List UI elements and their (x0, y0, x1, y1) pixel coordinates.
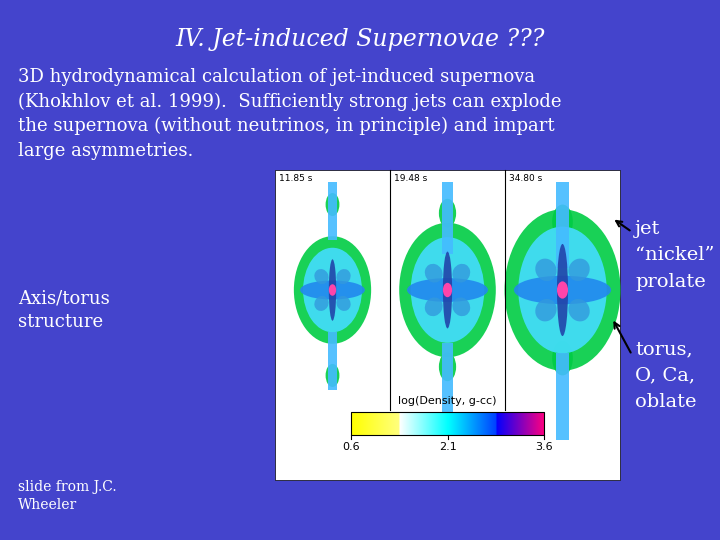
Text: 3D hydrodynamical calculation of jet-induced supernova
(Khokhlov et al. 1999).  : 3D hydrodynamical calculation of jet-ind… (18, 68, 562, 160)
Ellipse shape (329, 259, 336, 321)
Ellipse shape (439, 353, 456, 381)
Ellipse shape (552, 205, 573, 239)
Ellipse shape (568, 299, 590, 321)
Ellipse shape (399, 223, 496, 357)
Bar (351, 412, 544, 435)
Text: log(Density, g-cc): log(Density, g-cc) (398, 396, 497, 406)
Text: 11.85 s: 11.85 s (279, 174, 312, 183)
Ellipse shape (443, 283, 452, 297)
Bar (328, 332, 337, 390)
Ellipse shape (568, 259, 590, 281)
Text: IV. Jet-induced Supernovae ???: IV. Jet-induced Supernovae ??? (175, 28, 545, 51)
Ellipse shape (535, 259, 557, 281)
Ellipse shape (505, 210, 621, 370)
Bar (275, 170, 620, 480)
Ellipse shape (557, 281, 568, 299)
Ellipse shape (452, 264, 470, 282)
Ellipse shape (452, 298, 470, 316)
Text: torus,
O, Ca,
oblate: torus, O, Ca, oblate (635, 340, 696, 411)
Text: jet
“nickel”
prolate: jet “nickel” prolate (635, 220, 714, 291)
Ellipse shape (552, 341, 573, 375)
Ellipse shape (535, 299, 557, 321)
Ellipse shape (425, 264, 443, 282)
Text: Axis/torus
structure: Axis/torus structure (18, 289, 109, 331)
Ellipse shape (439, 199, 456, 227)
Text: 0.6: 0.6 (342, 442, 360, 452)
Text: 19.48 s: 19.48 s (394, 174, 427, 183)
Ellipse shape (557, 244, 568, 336)
Bar (556, 182, 570, 268)
Ellipse shape (294, 236, 371, 344)
Ellipse shape (410, 237, 485, 343)
Ellipse shape (325, 364, 339, 387)
Ellipse shape (336, 269, 351, 284)
Ellipse shape (407, 278, 488, 302)
Text: 34.80 s: 34.80 s (509, 174, 542, 183)
Bar (442, 182, 454, 254)
Ellipse shape (300, 280, 365, 300)
Bar (328, 182, 337, 240)
Ellipse shape (303, 248, 362, 332)
Ellipse shape (329, 284, 336, 296)
Ellipse shape (514, 276, 611, 304)
Text: 3.6: 3.6 (535, 442, 553, 452)
Text: slide from J.C.
Wheeler: slide from J.C. Wheeler (18, 480, 117, 512)
Ellipse shape (336, 296, 351, 311)
Text: 2.1: 2.1 (438, 442, 456, 452)
Ellipse shape (443, 252, 452, 328)
Bar (556, 353, 570, 440)
Ellipse shape (425, 298, 443, 316)
Ellipse shape (325, 193, 339, 216)
Ellipse shape (315, 269, 328, 284)
Ellipse shape (518, 227, 607, 353)
Ellipse shape (315, 296, 328, 311)
Bar (442, 343, 454, 415)
